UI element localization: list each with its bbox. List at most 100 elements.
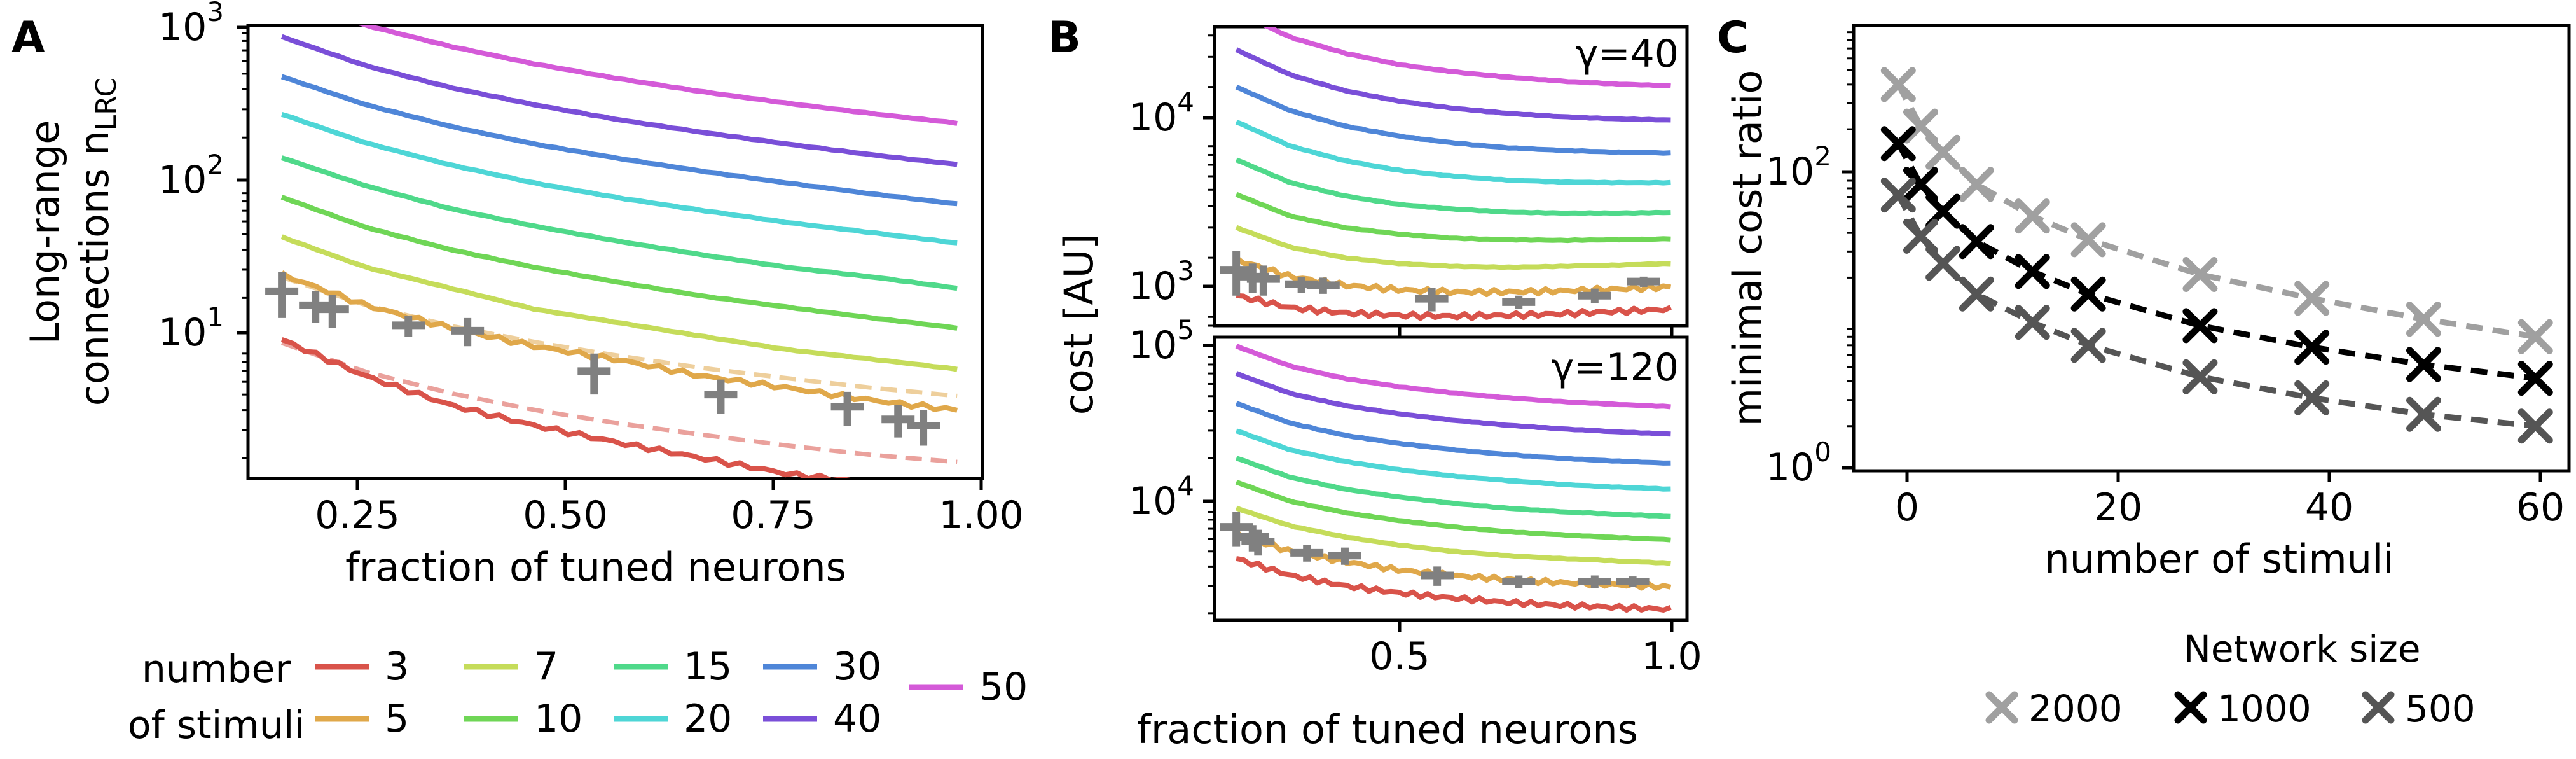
panel-b-top-series-15	[1235, 157, 1671, 216]
panel-a-ytick-label-1e2: 102	[158, 149, 224, 202]
panel-c-marker-2000	[2070, 222, 2106, 258]
panel-a-minor-ticks	[242, 32, 248, 459]
panel-b-bottom-marker	[1290, 545, 1324, 562]
panel-b-bottom-marker	[1421, 566, 1454, 586]
network-size-legend-marker	[2174, 691, 2207, 724]
panel-b-top-ytick-label-1e3: 103	[1129, 255, 1194, 309]
panel-a-series-15	[280, 155, 958, 291]
panel-b-top-gamma-label: γ=40	[1576, 32, 1679, 76]
panel-c-minor-ticks	[1847, 31, 1854, 428]
panel-c-marker-1000	[2406, 347, 2441, 382]
panel-b-xlabel: fraction of tuned neurons	[1137, 706, 1638, 753]
panel-c-marker-1000	[1903, 167, 1938, 202]
panel-b-bottom-marker	[1616, 576, 1650, 587]
stimuli-legend-label: 50	[979, 665, 1028, 709]
network-size-legend-title: Network size	[2183, 627, 2420, 671]
panel-a-series-30	[280, 74, 958, 207]
stimuli-legend-label: 5	[385, 697, 409, 741]
panel-a-series-5	[280, 270, 958, 413]
stimuli-legend-label: 15	[684, 644, 732, 689]
panel-c-xlabel: number of stimuli	[2044, 536, 2393, 582]
panel-b-bottom-marker	[1241, 529, 1275, 556]
network-size-legend-item-2000: 2000	[1985, 687, 2123, 730]
panel-c-marker-2000	[2294, 281, 2330, 316]
network-size-legend-label: 2000	[2028, 687, 2123, 730]
network-size-legend-label: 1000	[2217, 687, 2311, 730]
panel-b-letter: B	[1048, 13, 1081, 63]
stimuli-legend-item-5: 5	[315, 697, 409, 741]
panel-a-series-7	[280, 234, 958, 372]
panel-b-top-marker	[1578, 288, 1611, 303]
panel-a-ylabel-line2: connections nLRC	[71, 78, 123, 407]
panel-a-marker	[577, 353, 611, 395]
panel-a-marker	[392, 316, 425, 337]
panel-a-marker	[315, 295, 349, 328]
panel-a-xtick-label-050: 0.50	[523, 493, 608, 538]
panel-b-top-series-7	[1235, 225, 1671, 270]
panel-b-top-marker	[1306, 277, 1340, 294]
panel-c-ytick-label-1e0: 100	[1766, 436, 1831, 490]
panel-a-marker	[299, 291, 333, 323]
panel-b-bottom-marker	[1502, 575, 1536, 588]
panel-b-bottom-frame	[1213, 335, 1689, 622]
stimuli-legend-item-30: 30	[763, 644, 881, 689]
stimuli-legend-item-10: 10	[464, 697, 582, 741]
panel-b-bottom-gamma-label: γ=120	[1552, 345, 1679, 390]
panel-a-curves	[280, 25, 958, 478]
panel-c-marker-1000	[2517, 361, 2553, 396]
panel-c-curves	[1880, 67, 2553, 444]
panel-c-marker-500	[1880, 178, 1916, 213]
panel-c-marker-500	[2070, 328, 2106, 363]
panel-a-ylabel-line1: Long-range	[22, 120, 68, 345]
network-size-legend-marker	[1985, 691, 2018, 724]
panel-c-marker-500	[2182, 359, 2218, 394]
panel-a-letter: A	[11, 13, 45, 63]
stimuli-legend: number of stimuli 3 5 7 10 15 20 30 40 50	[128, 644, 1028, 748]
panel-a-xtick-label-075: 0.75	[731, 493, 816, 538]
panel-c-xtick-label-20: 20	[2094, 485, 2142, 530]
panel-c-marker-500	[1959, 276, 1994, 312]
panel-b-top-series-10	[1235, 191, 1671, 244]
network-size-legend-item-500: 500	[2362, 687, 2476, 730]
panel-b-top-markers	[1220, 251, 1660, 312]
panel-a-series-40	[280, 34, 958, 167]
stimuli-legend-label: 30	[833, 644, 881, 689]
panel-b-xtick-label-05: 0.5	[1369, 634, 1429, 679]
panel-a-marker	[265, 272, 299, 318]
panel-a-chart: 101 102 103 0.25 0.50 0.75 1.00 fraction…	[22, 0, 1024, 590]
stimuli-legend-item-15: 15	[614, 644, 732, 689]
panel-b-bottom-markers	[1220, 512, 1650, 588]
panel-b-bottom-minor-ticks	[1208, 355, 1215, 615]
panel-c-ylabel: minimal cost ratio	[1725, 70, 1771, 427]
panel-b-bottom-series-3	[1236, 555, 1672, 613]
panel-c-marker-500	[2517, 408, 2553, 444]
stimuli-legend-item-3: 3	[315, 644, 409, 689]
panel-c-marker-1000	[1880, 126, 1916, 162]
network-size-legend-label: 500	[2405, 687, 2476, 730]
panel-a-marker	[830, 391, 864, 426]
panel-c-marker-2000	[2182, 256, 2218, 292]
stimuli-legend-label: 3	[385, 644, 409, 689]
panel-b-top-minor-ticks	[1208, 34, 1215, 327]
panel-c-frame	[1852, 24, 2571, 473]
panel-b-bottom-series-30	[1235, 401, 1671, 466]
panel-c-marker-1000	[1959, 224, 1994, 260]
panel-b-xtick-label-10: 1.0	[1641, 634, 1702, 679]
panel-c-marker-1000	[2182, 308, 2218, 344]
stimuli-legend-label: 10	[534, 697, 582, 741]
panel-b-top-marker	[1415, 288, 1449, 312]
panel-c-marker-2000	[1925, 134, 1961, 170]
network-size-legend-entries: 2000 1000 500	[1985, 687, 2476, 730]
panel-c-xtick-label-60: 60	[2516, 485, 2565, 530]
panel-b-top-series-40	[1235, 47, 1671, 123]
panel-c-xtick-label-40: 40	[2305, 485, 2353, 530]
panel-a-xtick-label-025: 0.25	[315, 493, 400, 538]
panel-a-xtick-label-100: 1.00	[939, 493, 1024, 538]
panel-b-bottom-ytick-label-1e5: 105	[1129, 314, 1194, 368]
stimuli-legend-title-line2: of stimuli	[128, 703, 305, 748]
panel-b-top-series-5	[1234, 255, 1672, 298]
panel-a-xlabel: fraction of tuned neurons	[345, 544, 846, 590]
panel-a-dashed-3	[280, 340, 958, 464]
panel-c-marker-1000	[2294, 330, 2330, 365]
panel-c-marker-2000	[2517, 319, 2553, 354]
